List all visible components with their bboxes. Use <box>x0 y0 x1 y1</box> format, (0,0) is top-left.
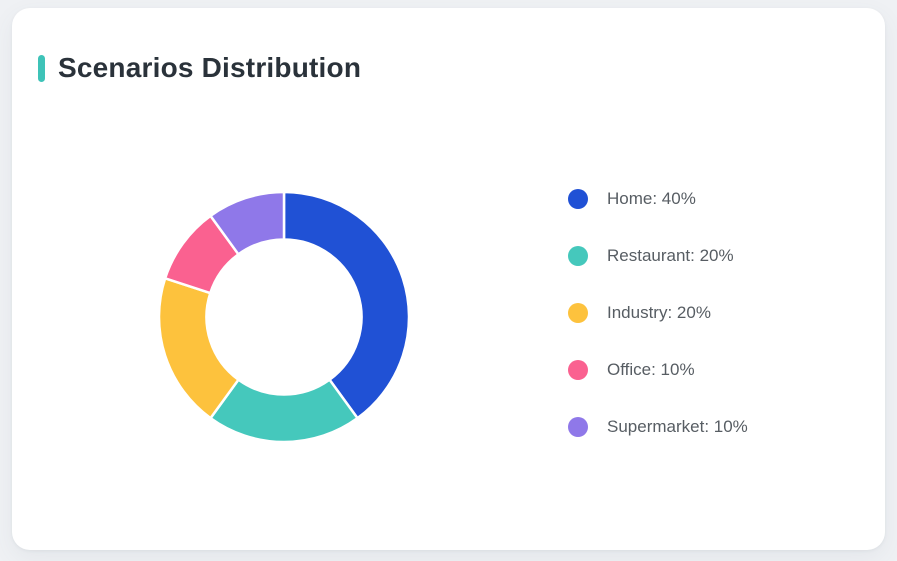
legend-marker-restaurant <box>568 246 588 266</box>
donut-segment-industry[interactable] <box>157 277 240 420</box>
donut-chart <box>157 190 411 444</box>
legend-marker-office <box>568 360 588 380</box>
chart-legend: Home: 40% Restaurant: 20% Industry: 20% … <box>568 189 748 437</box>
title-accent-bar <box>38 54 45 82</box>
card-title: Scenarios Distribution <box>58 52 362 83</box>
legend-label-restaurant: Restaurant: 20% <box>607 246 734 265</box>
legend-marker-home <box>568 189 588 209</box>
legend-label-home: Home: 40% <box>607 189 696 208</box>
legend-marker-industry <box>568 303 588 323</box>
legend-item-office[interactable]: Office: 10% <box>568 360 748 380</box>
donut-segment-supermarket[interactable] <box>209 190 286 256</box>
card-header: Scenarios Distribution <box>38 52 361 84</box>
legend-label-office: Office: 10% <box>607 360 695 379</box>
legend-item-home[interactable]: Home: 40% <box>568 189 748 209</box>
legend-item-industry[interactable]: Industry: 20% <box>568 303 748 323</box>
donut-segment-home[interactable] <box>282 190 411 420</box>
legend-label-industry: Industry: 20% <box>607 303 711 322</box>
scenarios-distribution-card: Scenarios Distribution Home: 40% Restaur… <box>12 8 885 550</box>
legend-item-supermarket[interactable]: Supermarket: 10% <box>568 417 748 437</box>
legend-item-restaurant[interactable]: Restaurant: 20% <box>568 246 748 266</box>
legend-label-supermarket: Supermarket: 10% <box>607 417 748 436</box>
legend-marker-supermarket <box>568 417 588 437</box>
